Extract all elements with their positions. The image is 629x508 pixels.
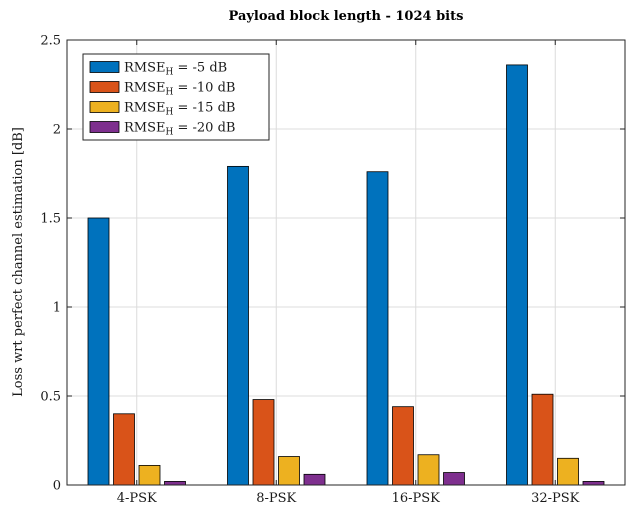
- bar: [366, 171, 389, 486]
- legend-entry: RMSEH = -10 dB: [124, 81, 235, 98]
- y-tick-label: 1.5: [40, 212, 61, 227]
- bar: [113, 413, 135, 486]
- bar: [164, 481, 186, 486]
- bar: [278, 456, 300, 486]
- bar: [87, 217, 110, 486]
- y-axis-ticks: 0 0.5 1 1.5 2 2.5: [40, 34, 625, 494]
- y-tick-label: 2: [53, 123, 61, 138]
- x-tick-label: 8-PSK: [256, 491, 296, 506]
- bar: [417, 454, 440, 486]
- y-tick-label: 0.5: [40, 390, 61, 405]
- bar: [506, 64, 528, 486]
- x-tick-label: 32-PSK: [531, 491, 580, 506]
- bar: [392, 406, 414, 486]
- legend-entry: RMSEH = -5 dB: [124, 61, 227, 78]
- bar: [443, 472, 465, 486]
- y-tick-label: 0: [53, 479, 61, 494]
- plot-frame: [66, 39, 626, 486]
- legend-swatch: [89, 61, 120, 73]
- bar: [582, 481, 605, 486]
- y-tick-label: 1: [53, 301, 61, 316]
- bar: [227, 165, 249, 486]
- legend: RMSEH = -5 dB RMSEH = -10 dB RMSEH = -15 d…: [82, 53, 270, 141]
- y-axis-label: Loss wrt perfect channel estimation [dB]: [11, 127, 26, 397]
- bar: [557, 457, 579, 486]
- x-tick-label: 4-PSK: [117, 491, 157, 506]
- chart-title: Payload block length - 1024 bits: [229, 9, 464, 24]
- legend-entry: RMSEH = -20 dB: [124, 121, 235, 138]
- legend-swatch: [89, 81, 120, 93]
- bar: [252, 399, 275, 486]
- bar: [138, 465, 161, 486]
- legend-swatch: [89, 101, 120, 113]
- x-axis-ticks: 4-PSK 8-PSK 16-PSK 32-PSK: [117, 40, 580, 506]
- y-tick-label: 2.5: [40, 34, 61, 49]
- legend-entry: RMSEH = -15 dB: [124, 101, 235, 118]
- bar: [531, 393, 554, 486]
- bar: [303, 473, 326, 486]
- x-tick-label: 16-PSK: [392, 491, 441, 506]
- legend-swatch: [89, 121, 120, 133]
